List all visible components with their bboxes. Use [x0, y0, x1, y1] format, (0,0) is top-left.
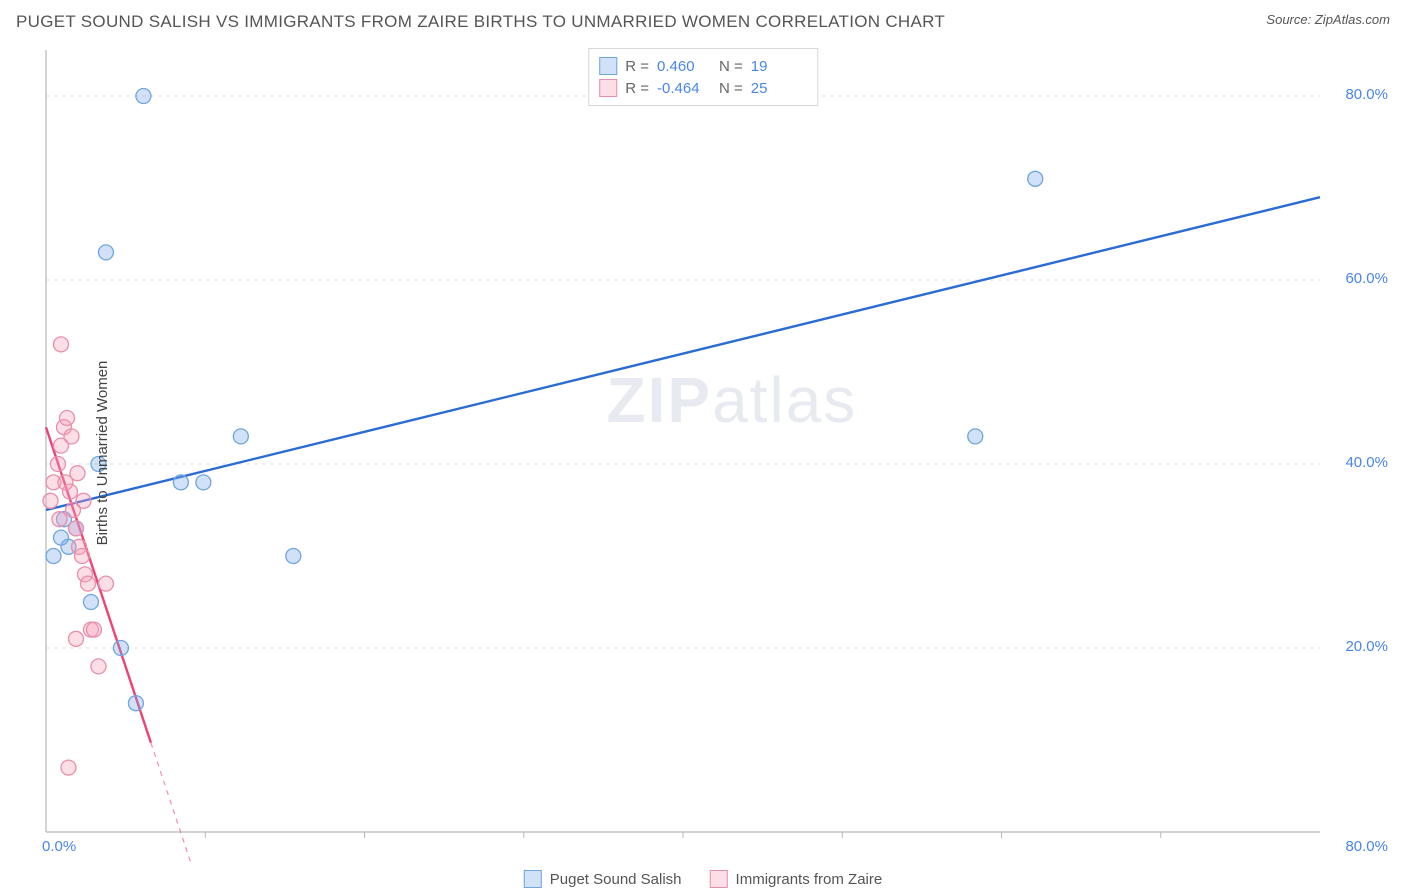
stats-legend: R = 0.460 N = 19 R = -0.464 N = 25: [588, 48, 818, 106]
swatch-zaire: [599, 79, 617, 97]
r-label: R =: [625, 80, 649, 97]
n-value-zaire: 25: [751, 80, 805, 97]
r-label: R =: [625, 58, 649, 75]
n-value-salish: 19: [751, 58, 805, 75]
legend-label-salish: Puget Sound Salish: [550, 871, 682, 888]
source-attribution: Source: ZipAtlas.com: [1266, 12, 1390, 27]
r-value-salish: 0.460: [657, 58, 711, 75]
chart-area: Births to Unmarried Women ZIPatlas 20.0%…: [10, 44, 1390, 862]
n-label: N =: [719, 80, 743, 97]
y-tick-label: 80.0%: [1345, 86, 1388, 103]
n-label: N =: [719, 58, 743, 75]
y-tick-label: 40.0%: [1345, 454, 1388, 471]
x-tick-label: 0.0%: [42, 838, 76, 855]
r-value-zaire: -0.464: [657, 80, 711, 97]
x-tick-label: 80.0%: [1345, 838, 1388, 855]
stats-row-salish: R = 0.460 N = 19: [599, 55, 805, 77]
source-label: Source:: [1266, 12, 1311, 27]
swatch-zaire: [710, 870, 728, 888]
legend-label-zaire: Immigrants from Zaire: [736, 871, 883, 888]
legend-item-zaire: Immigrants from Zaire: [710, 870, 883, 888]
series-legend: Puget Sound Salish Immigrants from Zaire: [524, 870, 882, 888]
y-tick-label: 60.0%: [1345, 270, 1388, 287]
legend-item-salish: Puget Sound Salish: [524, 870, 682, 888]
scatter-plot: [10, 44, 1390, 862]
y-tick-label: 20.0%: [1345, 638, 1388, 655]
swatch-salish: [599, 57, 617, 75]
stats-row-zaire: R = -0.464 N = 25: [599, 77, 805, 99]
swatch-salish: [524, 870, 542, 888]
source-value: ZipAtlas.com: [1315, 12, 1390, 27]
y-axis-label: Births to Unmarried Women: [94, 361, 111, 546]
chart-title: PUGET SOUND SALISH VS IMMIGRANTS FROM ZA…: [16, 12, 945, 31]
